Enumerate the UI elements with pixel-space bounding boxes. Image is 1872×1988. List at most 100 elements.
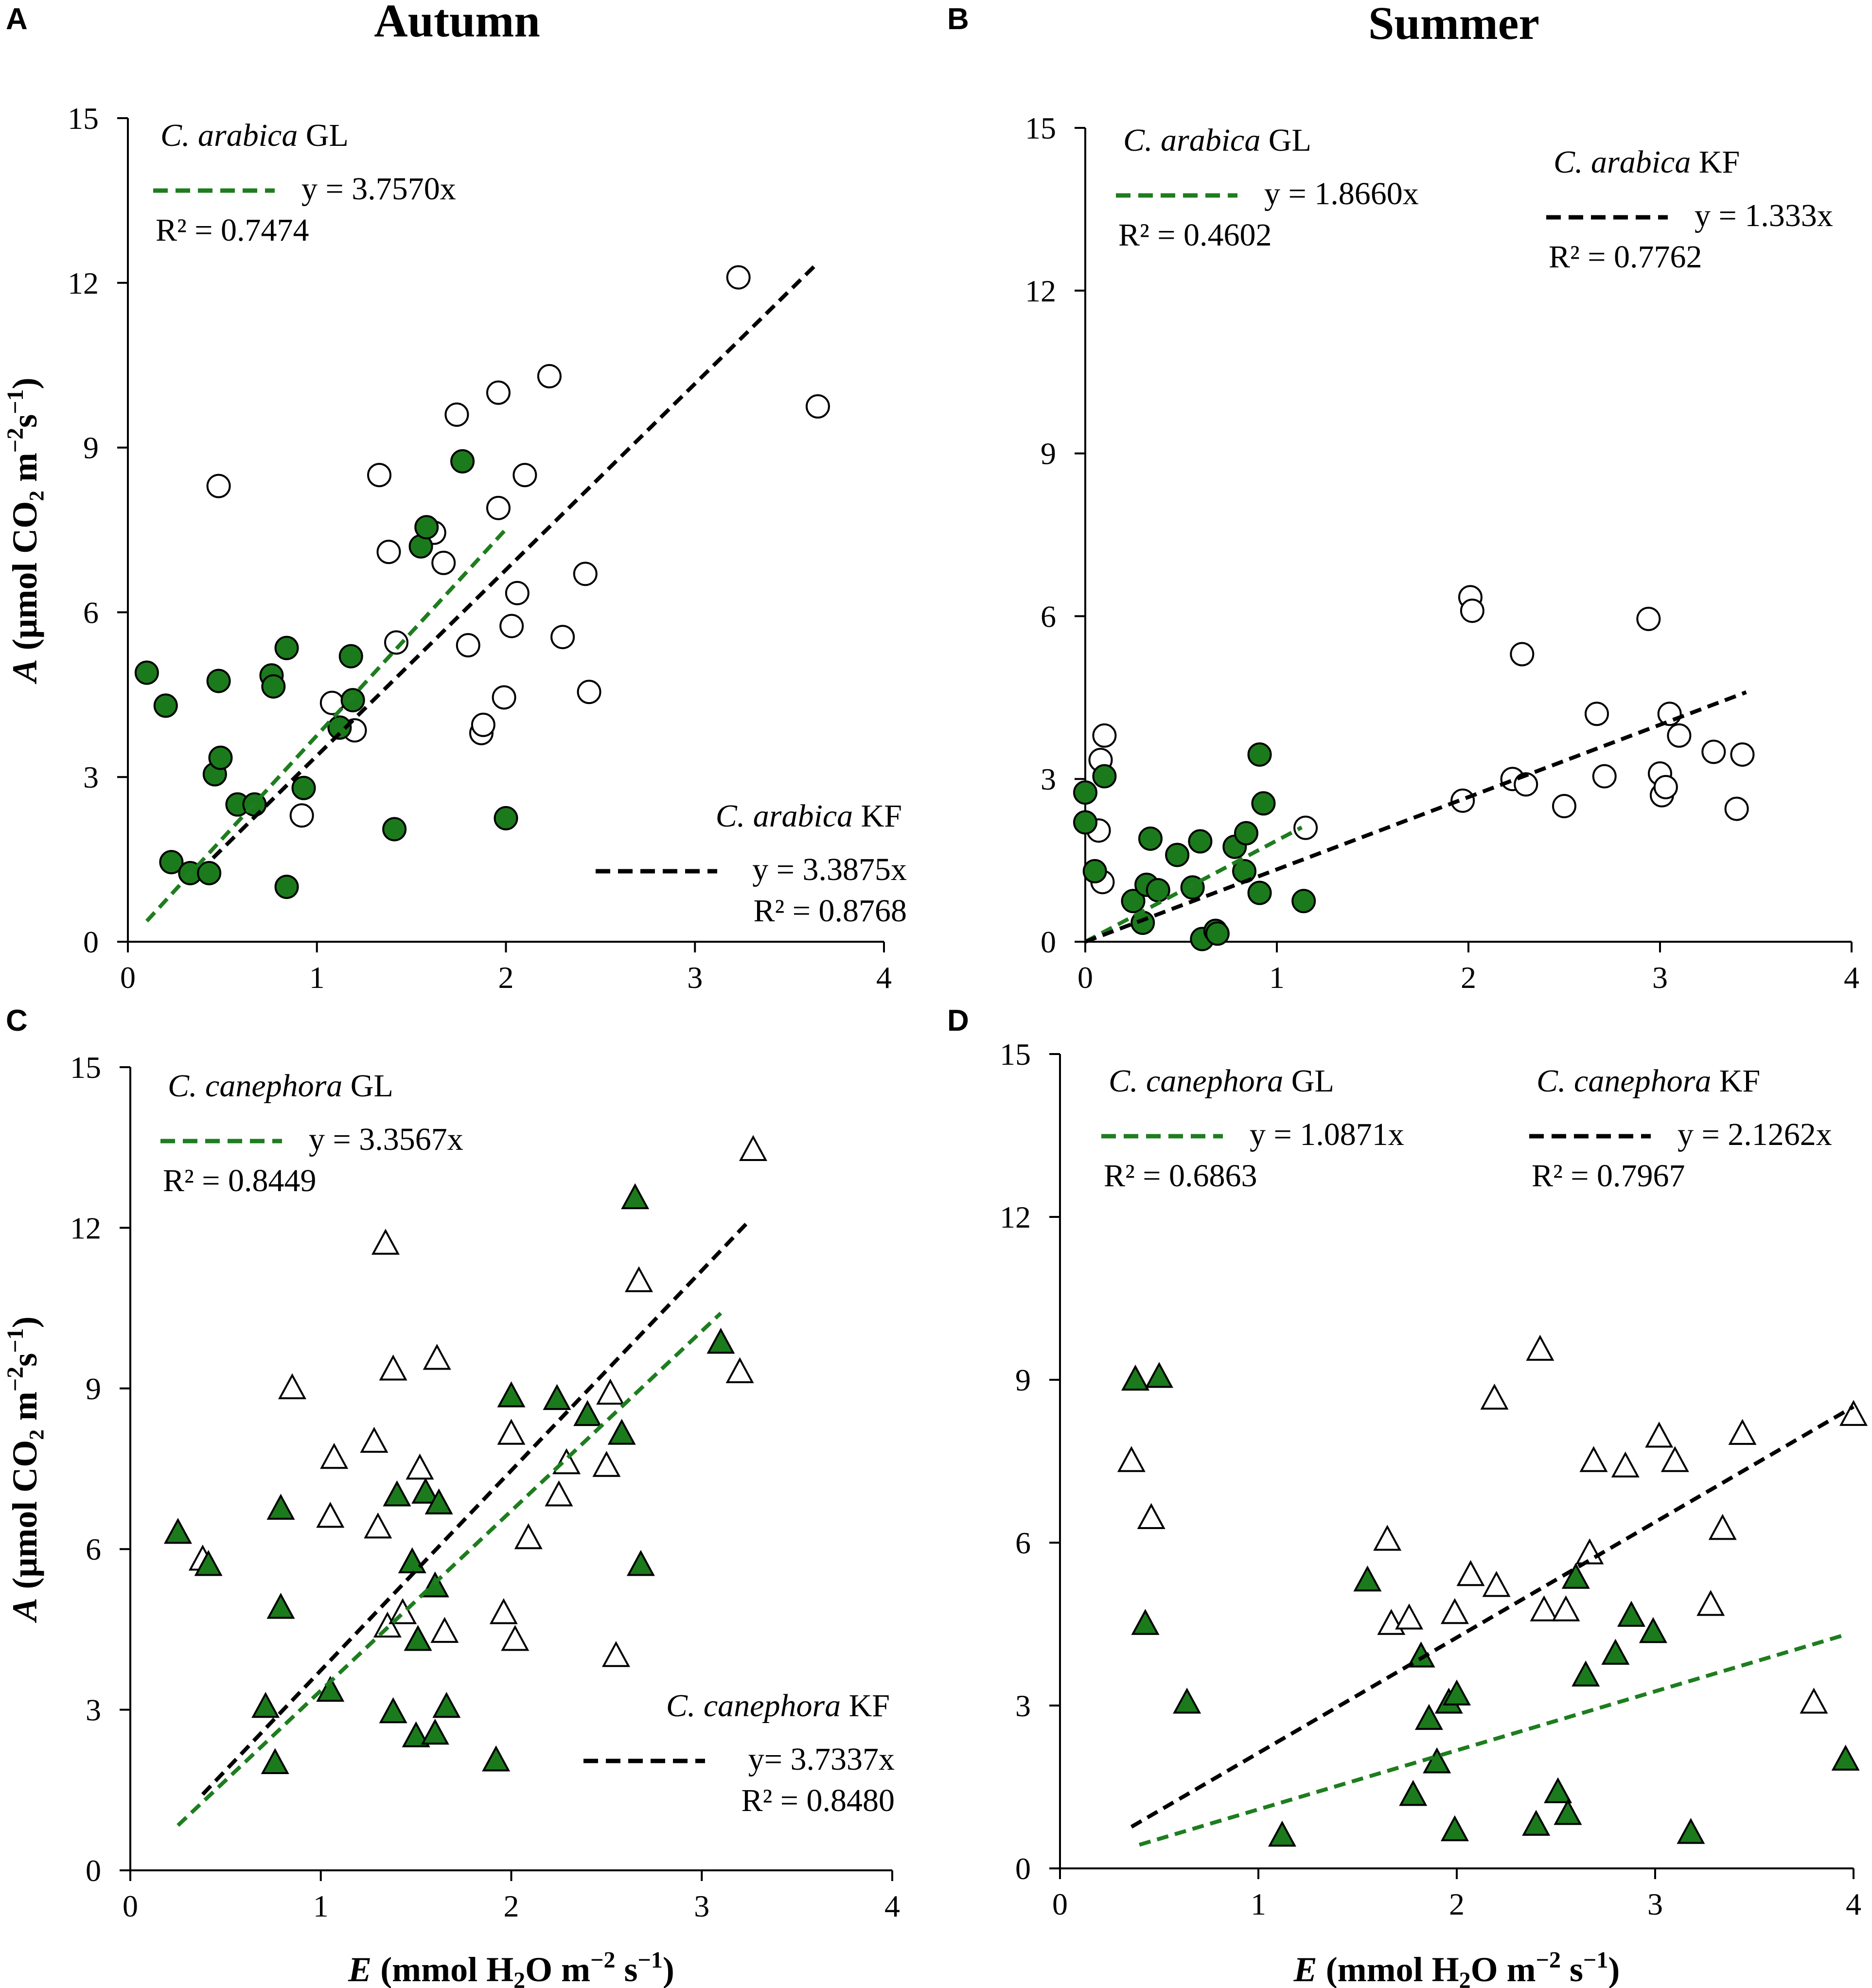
data-point-kf	[1575, 1538, 1604, 1565]
data-point-kf	[384, 630, 409, 655]
x-tick-label: 2	[498, 960, 514, 995]
data-point-kf	[373, 1611, 402, 1638]
data-point-gl	[1247, 880, 1272, 905]
y-tick-label: 0	[1041, 925, 1056, 959]
data-point-gl	[1601, 1638, 1630, 1665]
data-point-kf	[206, 474, 231, 498]
r-squared: R² = 0.7967	[1532, 1158, 1685, 1194]
x-tick-label: 0	[120, 960, 136, 995]
data-point-kf	[725, 1357, 754, 1384]
data-point-kf	[552, 1448, 581, 1475]
x-tick-label: 1	[313, 1889, 329, 1923]
data-point-kf	[739, 1135, 768, 1161]
data-point-kf	[592, 1451, 621, 1477]
data-point-gl	[261, 674, 286, 699]
trend-line-kf	[1130, 1405, 1855, 1829]
data-point-gl	[432, 1691, 461, 1718]
data-point-gl	[706, 1327, 735, 1354]
data-point-kf	[805, 394, 830, 419]
data-point-gl	[621, 1183, 650, 1210]
x-tick-label: 4	[876, 960, 892, 995]
data-point-gl	[251, 1691, 280, 1718]
data-point-gl	[1291, 889, 1316, 914]
data-point-kf	[376, 540, 401, 564]
legend-title: C. canephora GL	[168, 1068, 393, 1104]
data-point-kf	[505, 581, 530, 605]
data-point-gl	[1268, 1820, 1296, 1847]
data-point-gl	[573, 1400, 602, 1426]
data-point-kf	[1552, 794, 1576, 818]
data-point-kf	[1552, 1595, 1580, 1621]
y-tick-label: 15	[1000, 1037, 1031, 1072]
data-point-gl	[1121, 889, 1146, 914]
data-point-gl	[266, 1494, 295, 1520]
data-point-kf	[1645, 1422, 1674, 1448]
data-point-kf	[486, 495, 511, 520]
data-point-kf	[499, 614, 524, 638]
data-point-kf	[489, 1598, 518, 1624]
data-point-kf	[379, 1355, 407, 1381]
r-squared: R² = 0.8480	[741, 1783, 895, 1818]
data-point-gl	[1677, 1818, 1705, 1844]
y-tick-label: 9	[83, 431, 99, 465]
y-tick-label: 12	[70, 1211, 101, 1245]
column-title-summer: Summer	[1368, 0, 1539, 49]
legend-title: C. canephora KF	[1536, 1063, 1760, 1099]
data-point-gl	[450, 449, 475, 474]
regression-equation: y= 3.7337x	[748, 1742, 895, 1777]
y-tick-label: 9	[86, 1372, 101, 1406]
data-point-gl	[338, 644, 363, 669]
data-point-gl	[494, 806, 518, 830]
regression-equation: y = 1.8660x	[1264, 176, 1419, 211]
data-point-gl	[1131, 1609, 1160, 1635]
data-point-gl	[163, 1517, 192, 1544]
data-point-gl	[1639, 1617, 1667, 1643]
y-tick-label: 15	[1025, 111, 1056, 145]
data-point-gl	[1180, 875, 1205, 900]
y-tick-label: 12	[1025, 274, 1056, 308]
x-tick-label: 0	[1052, 1887, 1068, 1921]
data-point-gl	[1234, 821, 1258, 845]
legend-title: C. arabica KF	[716, 798, 902, 834]
data-point-gl	[1414, 1704, 1443, 1730]
y-tick-label: 6	[1015, 1526, 1031, 1560]
legend-title: C. canephora GL	[1109, 1063, 1334, 1099]
data-point-gl	[1247, 742, 1272, 767]
data-point-kf	[430, 1617, 459, 1643]
y-tick-label: 6	[83, 595, 99, 630]
data-point-gl	[197, 861, 222, 885]
legend-title: C. canephora KF	[666, 1688, 890, 1724]
x-tick-label: 3	[1647, 1887, 1663, 1921]
data-point-kf	[471, 712, 495, 737]
data-point-gl	[497, 1381, 526, 1407]
data-point-gl	[1831, 1744, 1860, 1771]
data-point-gl	[134, 660, 159, 685]
trend-line-kf	[212, 261, 819, 860]
r-squared: R² = 0.7762	[1549, 239, 1702, 275]
data-point-gl	[194, 1550, 223, 1576]
panel-letter: A	[6, 2, 28, 36]
data-point-gl	[274, 635, 299, 660]
r-squared: R² = 0.8768	[753, 893, 907, 929]
x-axis-label: E (mmol H2O m−2 s−1)	[1293, 1947, 1620, 1988]
x-tick-label: 2	[504, 1889, 519, 1923]
data-point-kf	[1510, 642, 1535, 667]
regression-equation: y = 3.7570x	[301, 171, 456, 207]
data-point-kf	[278, 1373, 306, 1400]
data-point-kf	[1137, 1503, 1166, 1529]
data-point-gl	[626, 1550, 655, 1576]
data-point-gl	[414, 515, 439, 540]
y-tick-label: 12	[68, 266, 99, 300]
data-point-gl	[379, 1697, 407, 1724]
y-tick-label: 0	[1015, 1851, 1031, 1886]
data-point-gl	[1353, 1565, 1382, 1592]
y-tick-label: 3	[86, 1693, 101, 1727]
y-tick-label: 15	[70, 1050, 101, 1085]
data-point-kf	[1730, 742, 1755, 767]
x-tick-label: 1	[1269, 960, 1285, 995]
y-tick-label: 6	[1041, 599, 1056, 633]
data-point-kf	[1839, 1400, 1868, 1426]
